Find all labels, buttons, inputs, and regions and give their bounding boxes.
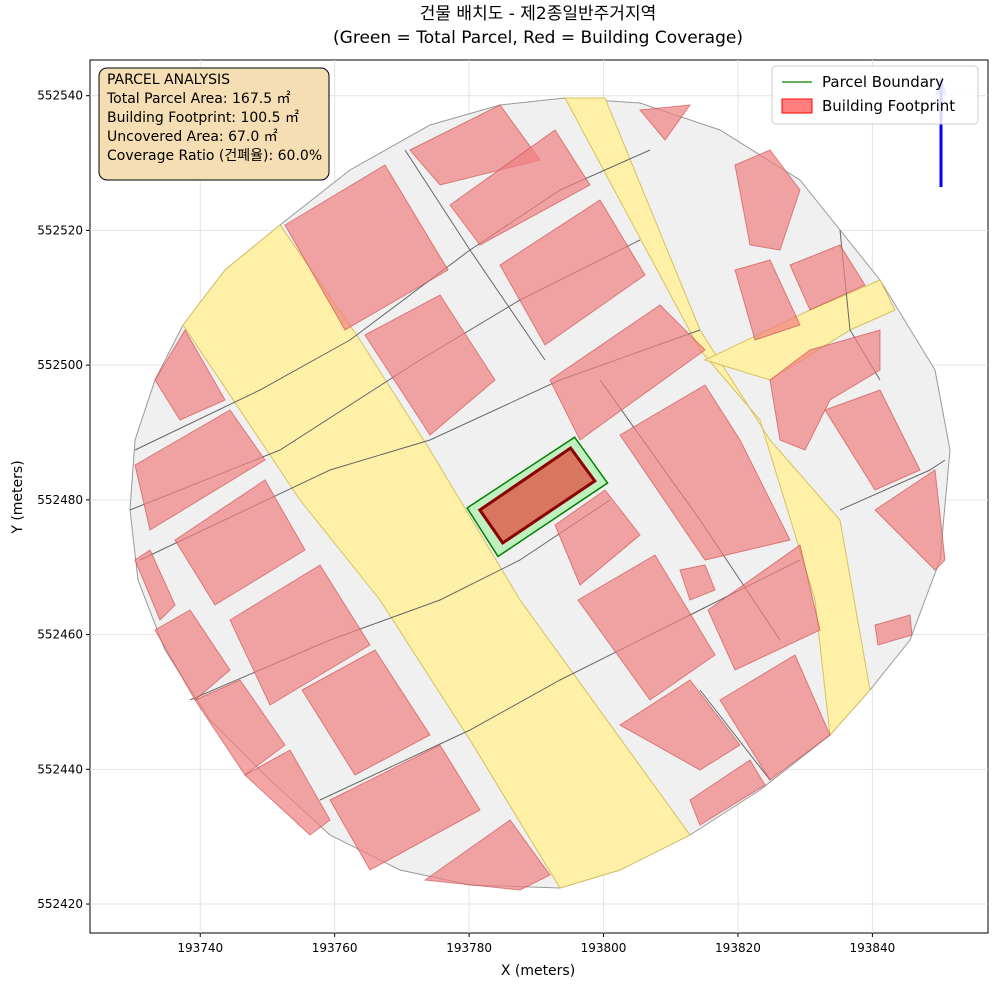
y-tick-label: 552540: [37, 89, 83, 103]
legend: Parcel Boundary Building Footprint: [771, 65, 979, 125]
annotation-line: Total Parcel Area: 167.5 ㎡: [106, 91, 291, 107]
chart-title: 건물 배치도 - 제2종일반주거지역: [420, 4, 656, 24]
annotation-title: PARCEL ANALYSIS: [107, 72, 230, 88]
legend-swatch: [781, 98, 813, 114]
y-tick-label: 552460: [37, 628, 83, 642]
legend-label: Building Footprint: [822, 97, 955, 115]
x-tick-label: 193780: [446, 941, 492, 955]
annotation-box: PARCEL ANALYSIS Total Parcel Area: 167.5…: [98, 67, 330, 181]
legend-label: Parcel Boundary: [822, 73, 944, 91]
x-tick-label: 193760: [312, 941, 358, 955]
y-tick-label: 552500: [37, 358, 83, 372]
y-tick-label: 552440: [37, 762, 83, 776]
y-axis-label: Y (meters): [10, 460, 26, 534]
legend-frame: [771, 65, 979, 125]
x-axis-label: X (meters): [501, 963, 575, 979]
chart-subtitle: (Green = Total Parcel, Red = Building Co…: [333, 28, 743, 48]
buildings: [134, 104, 946, 891]
annotation-frame: [98, 67, 330, 181]
road: [182, 224, 691, 889]
y-tick-label: 552480: [37, 493, 83, 507]
marks: [466, 436, 609, 558]
annotation-line: Building Footprint: 100.5 ㎡: [107, 110, 299, 126]
y-tick-label: 552520: [37, 223, 83, 237]
y-tick-label: 552420: [37, 897, 83, 911]
x-tick-label: 193840: [849, 941, 895, 955]
building-polygon: [477, 445, 597, 546]
x-tick-label: 193820: [715, 941, 761, 955]
annotation-line: Uncovered Area: 67.0 ㎡: [107, 129, 278, 145]
x-tick-label: 193740: [177, 941, 223, 955]
x-tick-label: 193800: [581, 941, 627, 955]
road: [564, 97, 871, 737]
annotation-line: Coverage Ratio (건폐율): 60.0%: [107, 148, 322, 164]
